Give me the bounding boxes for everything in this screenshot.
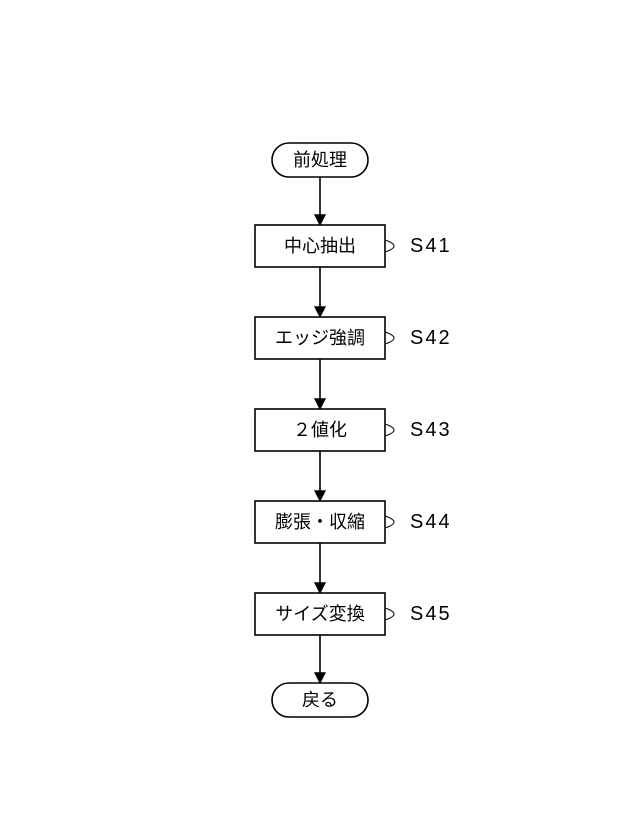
- node-label: ２値化: [293, 420, 347, 440]
- process-node: 膨張・収縮 S44: [255, 501, 452, 543]
- step-connector: [385, 332, 394, 344]
- step-connector: [385, 424, 394, 436]
- node-label: 中心抽出: [284, 236, 356, 256]
- node-label: エッジ強調: [275, 328, 365, 348]
- process-node: サイズ変換 S45: [255, 593, 452, 635]
- step-label: S45: [410, 603, 452, 625]
- step-label: S41: [410, 235, 452, 257]
- step-label: S43: [410, 419, 452, 441]
- step-connector: [385, 240, 394, 252]
- node-label: 戻る: [302, 690, 338, 710]
- node-label: サイズ変換: [275, 604, 364, 624]
- node-label: 前処理: [293, 150, 347, 170]
- terminator-node: 前処理: [272, 143, 368, 177]
- step-connector: [385, 516, 394, 528]
- process-node: エッジ強調 S42: [255, 317, 452, 359]
- flowchart-canvas: 前処理中心抽出 S41 エッジ強調 S42 ２値化 S43 膨張・収縮 S44 サイズ変換 S45…: [0, 0, 640, 819]
- process-node: 中心抽出 S41: [255, 225, 452, 267]
- terminator-node: 戻る: [272, 683, 368, 717]
- step-connector: [385, 608, 394, 620]
- step-label: S42: [410, 327, 452, 349]
- node-label: 膨張・収縮: [275, 512, 365, 532]
- step-label: S44: [410, 511, 452, 533]
- process-node: ２値化 S43: [255, 409, 452, 451]
